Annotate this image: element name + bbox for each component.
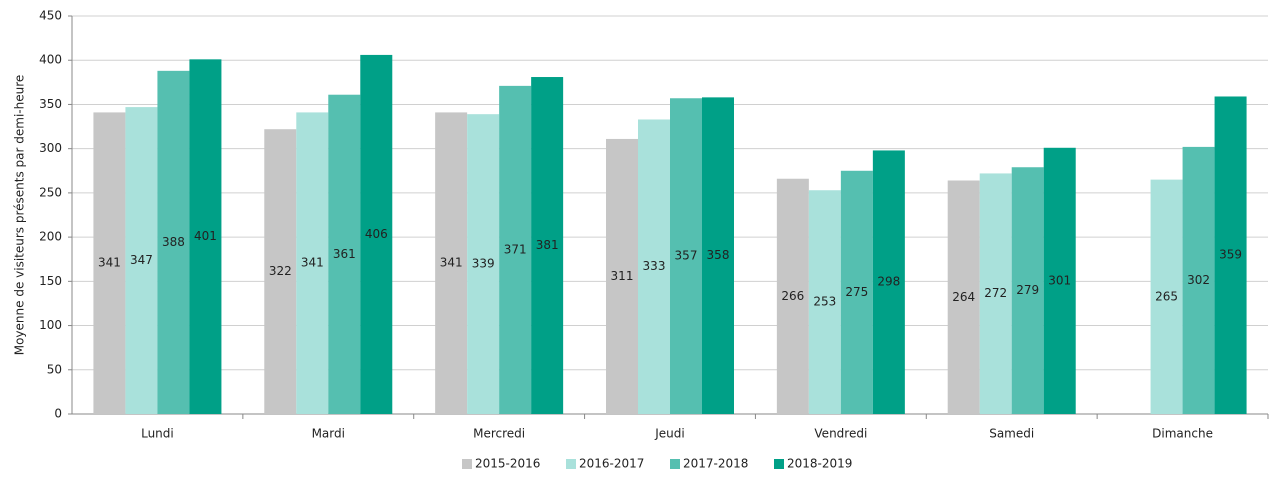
y-tick-label: 50 xyxy=(47,362,62,376)
legend-swatch xyxy=(566,459,576,469)
data-label: 388 xyxy=(162,235,185,249)
data-label: 265 xyxy=(1155,289,1178,303)
bar xyxy=(1043,147,1076,414)
y-axis-label: Moyenne de visiteurs présents par demi-h… xyxy=(13,75,27,356)
bar xyxy=(435,112,468,414)
data-label: 333 xyxy=(643,259,666,273)
data-label: 381 xyxy=(536,238,559,252)
bar xyxy=(979,173,1012,414)
data-label: 253 xyxy=(813,295,836,309)
data-label: 341 xyxy=(301,256,324,270)
bar xyxy=(1150,179,1183,414)
bar xyxy=(947,180,980,414)
data-label: 298 xyxy=(877,275,900,289)
legend-swatch xyxy=(670,459,680,469)
data-label: 275 xyxy=(845,285,868,299)
data-label: 311 xyxy=(611,269,634,283)
bar xyxy=(296,112,329,414)
x-tick-label: Jeudi xyxy=(654,427,684,441)
bar xyxy=(499,85,532,415)
y-tick-label: 300 xyxy=(39,141,62,155)
x-tick-label: Lundi xyxy=(141,427,174,441)
data-label: 272 xyxy=(984,286,1007,300)
bar xyxy=(189,59,222,415)
bar xyxy=(467,114,500,414)
data-label: 341 xyxy=(98,256,121,270)
data-label: 279 xyxy=(1016,283,1039,297)
bar xyxy=(702,97,734,414)
data-label: 371 xyxy=(504,242,527,256)
data-label: 406 xyxy=(365,227,388,241)
data-label: 264 xyxy=(952,290,975,304)
bar xyxy=(360,54,393,414)
data-label: 301 xyxy=(1048,273,1071,287)
data-label: 357 xyxy=(675,249,698,263)
bar xyxy=(1182,146,1215,415)
bar xyxy=(872,150,905,415)
legend-label: 2018-2019 xyxy=(787,457,852,471)
bar xyxy=(328,94,361,415)
legend-swatch xyxy=(462,459,472,469)
bar xyxy=(1011,167,1044,414)
data-label: 341 xyxy=(440,256,463,270)
bar xyxy=(157,70,190,414)
data-label: 361 xyxy=(333,247,356,261)
legend-label: 2015-2016 xyxy=(475,457,540,471)
y-tick-label: 150 xyxy=(39,274,62,288)
x-tick-label: Vendredi xyxy=(814,427,867,441)
bar xyxy=(670,98,702,415)
bar xyxy=(1214,96,1247,415)
bar xyxy=(840,170,873,414)
bar xyxy=(93,112,126,414)
data-label: 347 xyxy=(130,253,153,267)
y-tick-label: 250 xyxy=(39,185,62,199)
bar xyxy=(531,77,564,414)
legend-label: 2017-2018 xyxy=(683,457,748,471)
data-label: 302 xyxy=(1187,273,1210,287)
bar xyxy=(808,190,841,414)
x-tick-label: Mardi xyxy=(312,427,345,441)
data-label: 359 xyxy=(1219,248,1242,262)
y-tick-label: 100 xyxy=(39,318,62,332)
data-label: 322 xyxy=(269,264,292,278)
y-tick-label: 400 xyxy=(39,53,62,67)
bar xyxy=(125,107,158,414)
x-tick-label: Samedi xyxy=(989,427,1034,441)
x-tick-label: Mercredi xyxy=(473,427,525,441)
legend-label: 2016-2017 xyxy=(579,457,644,471)
y-tick-label: 0 xyxy=(54,407,62,421)
y-tick-label: 450 xyxy=(39,9,62,23)
data-label: 339 xyxy=(472,257,495,271)
data-label: 401 xyxy=(194,229,217,243)
bar xyxy=(606,138,638,414)
legend-swatch xyxy=(774,459,784,469)
y-tick-label: 200 xyxy=(39,230,62,244)
data-label: 358 xyxy=(707,248,730,262)
bar xyxy=(776,178,809,414)
x-tick-label: Dimanche xyxy=(1152,427,1213,441)
bar xyxy=(638,119,670,414)
bar xyxy=(264,129,297,414)
data-label: 266 xyxy=(781,289,804,303)
y-tick-label: 350 xyxy=(39,97,62,111)
